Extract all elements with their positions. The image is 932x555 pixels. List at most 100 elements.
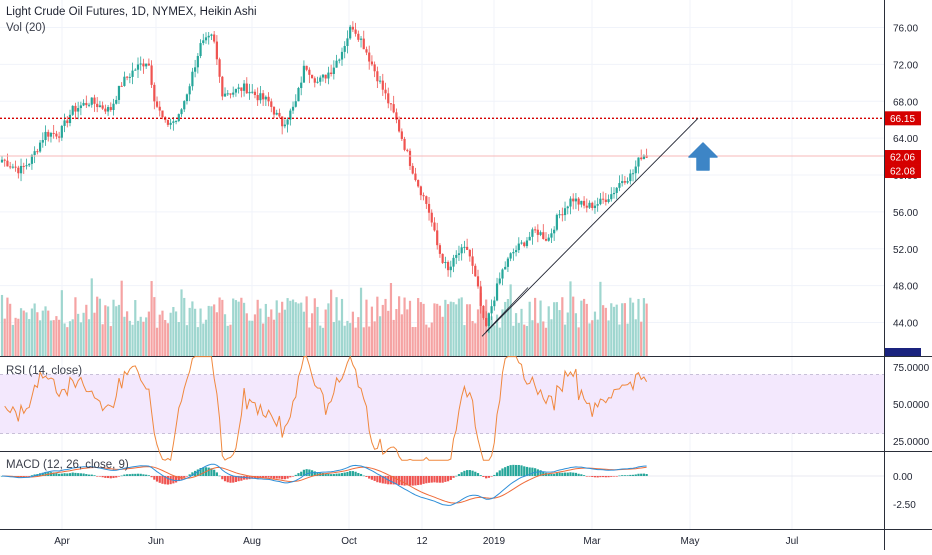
candle-body [631, 173, 635, 175]
volume-bar [115, 306, 118, 356]
macd-histogram-bar [615, 476, 618, 477]
macd-histogram-bar [572, 472, 575, 476]
macd-histogram-bar [136, 473, 140, 476]
volume-bar [158, 314, 161, 356]
volume-bar [577, 327, 580, 356]
candle-body [466, 246, 469, 250]
candle-body [180, 109, 183, 115]
macd-histogram-bar [202, 467, 205, 476]
price-tick-label: 68.00 [893, 97, 918, 108]
volume-bar [357, 317, 360, 356]
candle-body [493, 300, 496, 307]
macd-histogram-bar [365, 476, 368, 477]
macd-histogram-bar [509, 465, 512, 476]
macd-histogram-bar [555, 473, 558, 476]
candle-body [359, 38, 363, 40]
macd-histogram-bar [109, 476, 112, 479]
volume-bar [264, 303, 267, 356]
candle-body [213, 34, 216, 42]
volume-bar [169, 312, 172, 356]
macd-histogram-bar [389, 476, 393, 485]
candle-body [403, 138, 406, 150]
candle-body [544, 238, 548, 241]
volume-bar [591, 320, 594, 356]
date-tick-label: May [681, 536, 700, 547]
candle-body [177, 114, 180, 121]
macd-histogram-bar [645, 474, 648, 476]
volume-bar [308, 327, 311, 356]
volume-bar [283, 309, 286, 356]
candle-body [602, 198, 605, 200]
volume-bar [520, 308, 523, 356]
candle-body [525, 240, 529, 247]
volume-bar [71, 319, 74, 356]
macd-histogram-bar [378, 476, 382, 483]
macd-histogram-bar [112, 476, 115, 479]
macd-histogram-bar [591, 476, 594, 477]
macd-histogram-bar [634, 474, 637, 476]
candle-body [321, 74, 325, 78]
volume-bar [305, 296, 308, 356]
macd-histogram-bar [240, 476, 243, 481]
volume-bar [77, 313, 80, 356]
volume-bar [38, 320, 42, 356]
trend-line [481, 117, 699, 337]
volume-bar [343, 325, 346, 356]
candle-body [283, 124, 286, 127]
candle-body [14, 166, 17, 168]
candle-body [63, 120, 66, 126]
macd-histogram-bar [629, 474, 632, 476]
volume-bar [44, 306, 47, 356]
macd-histogram-bar [531, 467, 534, 476]
volume-bar [449, 301, 452, 356]
macd-histogram-bar [302, 469, 306, 476]
macd-histogram-bar [550, 473, 553, 476]
candle-body [145, 63, 148, 67]
volume-bar [248, 320, 251, 356]
macd-histogram-bar [400, 476, 403, 486]
candle-body [85, 102, 88, 106]
volume-bar [232, 298, 235, 356]
candle-body [596, 204, 599, 206]
macd-histogram-bar [128, 474, 131, 476]
macd-histogram-bar [340, 473, 344, 476]
candle-body [351, 26, 354, 30]
volume-bar [621, 303, 624, 356]
macd-histogram-bar [275, 476, 278, 479]
volume-bar [126, 311, 129, 356]
candle-body [289, 110, 292, 120]
macd-histogram-bar [278, 476, 281, 479]
macd-histogram-bar [438, 476, 442, 483]
candle-body [474, 265, 477, 277]
candle-body [357, 33, 360, 40]
volume-bar [253, 314, 257, 356]
price-tick-label: 64.00 [893, 134, 918, 145]
macd-histogram-bar [297, 473, 300, 476]
macd-histogram-bar [305, 469, 308, 476]
up-arrow-icon [688, 142, 718, 171]
volume-bar [275, 300, 278, 356]
candle-body [490, 306, 493, 314]
volume-bar [378, 316, 382, 356]
volume-bar [161, 310, 164, 356]
volume-bar [392, 319, 395, 356]
volume-bar [610, 303, 613, 356]
macd-histogram-bar [525, 466, 529, 476]
candle-body [542, 232, 545, 239]
candle-body [626, 181, 629, 183]
volume-bar [68, 321, 72, 356]
candle-body [455, 254, 458, 258]
candle-body [0, 159, 4, 163]
macd-histogram-bar [471, 470, 474, 476]
volume-bar [87, 319, 91, 356]
macd-histogram-bar [147, 475, 150, 476]
candle-body [183, 101, 186, 110]
candle-body [120, 85, 123, 87]
volume-bar [310, 313, 314, 356]
volume-bar [74, 297, 77, 356]
candle-body [196, 56, 199, 68]
candle-body [79, 105, 82, 109]
volume-bar [403, 297, 406, 356]
volume-bar [96, 296, 99, 356]
candle-body [642, 155, 646, 160]
